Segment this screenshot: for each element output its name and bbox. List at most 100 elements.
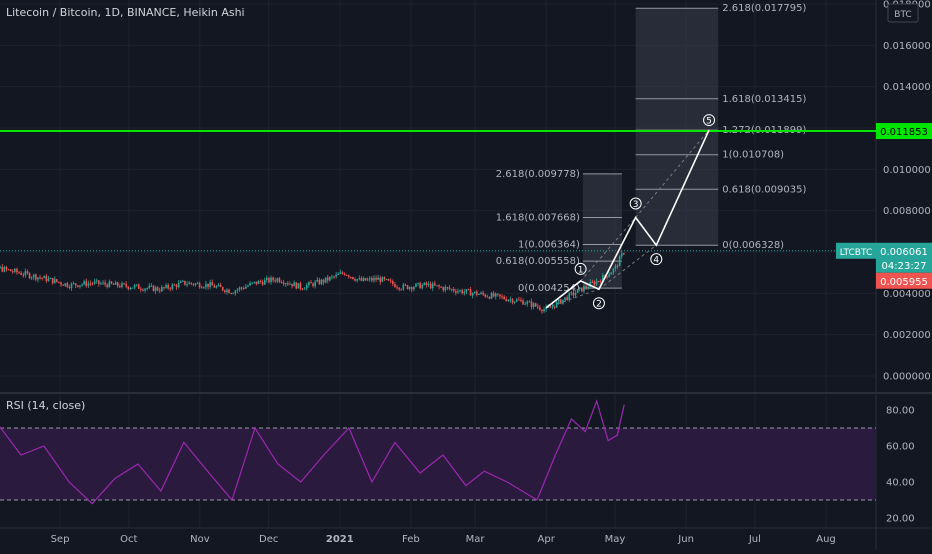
candle-body-77 [133, 285, 136, 288]
currency-badge: BTC [894, 10, 911, 20]
candle-body-47 [70, 283, 73, 289]
wave-marker-circle-2 [592, 297, 605, 310]
candle-body-209 [410, 287, 413, 290]
candle-body-279 [557, 299, 560, 302]
candle-body-213 [419, 282, 421, 289]
candle-body-81 [142, 289, 144, 291]
candle-body-171 [331, 276, 333, 278]
candle-body-126 [236, 289, 239, 291]
rsi-tick-label-2: 40.00 [886, 478, 915, 489]
candle-body-102 [186, 284, 188, 286]
candle-body-110 [203, 287, 205, 289]
candle-body-44 [64, 283, 67, 286]
rsi-title: RSI (14, close) [6, 399, 86, 412]
candle-body-153 [293, 282, 295, 287]
candle-body-187 [364, 278, 367, 281]
candle-body-107 [196, 283, 199, 285]
rsi-tick-label-0: 80.00 [886, 406, 915, 417]
x-tick-label-5: Feb [402, 534, 420, 545]
candle-body-269 [536, 306, 539, 308]
candle-body-20 [14, 268, 16, 272]
candle-body-188 [366, 279, 369, 281]
candle-body-168 [324, 277, 327, 283]
candle-body-248 [492, 293, 495, 297]
candle-body-194 [379, 277, 382, 282]
candle-body-182 [354, 279, 356, 281]
candle-body-104 [190, 282, 193, 284]
currency-badge-box [887, 3, 919, 23]
candle-body-238 [471, 293, 474, 296]
candle-body-57 [91, 283, 94, 285]
fib-right-label-3: 1(0.010708) [722, 150, 784, 161]
candle-body-190 [371, 278, 373, 281]
candle-body-212 [417, 282, 419, 284]
candle-body-41 [58, 281, 60, 283]
x-tick-label-6: Mar [466, 534, 486, 545]
candle-body-202 [396, 287, 398, 289]
candle-body-262 [522, 300, 524, 305]
candle-body-229 [452, 289, 455, 292]
y-tick-label-2: 0.014000 [883, 82, 931, 93]
candle-body-280 [560, 299, 562, 304]
fib-right-label-0: 2.618(0.017795) [722, 3, 806, 14]
candle-body-232 [459, 290, 461, 292]
candle-body-59 [95, 280, 98, 282]
candle-body-94 [169, 288, 172, 290]
y-tick-label-5: 0.008000 [883, 206, 931, 217]
candle-body-173 [335, 274, 337, 277]
wave-helper-1 [580, 217, 637, 282]
candle-body-31 [37, 277, 39, 280]
candle-body-60 [98, 280, 100, 284]
candle-body-145 [276, 278, 279, 282]
candle-body-272 [543, 309, 545, 312]
candle-body-170 [329, 276, 331, 281]
candle-body-278 [555, 301, 558, 308]
candle-body-36 [47, 278, 50, 282]
candle-body-38 [51, 277, 54, 284]
candle-body-178 [345, 274, 348, 276]
candle-body-172 [333, 276, 335, 278]
x-tick-label-11: Aug [816, 534, 836, 545]
candle-body-161 [310, 282, 312, 284]
candle-body-52 [81, 284, 83, 286]
candle-body-42 [60, 282, 62, 285]
fib-left-label-2: 1(0.006364) [518, 239, 580, 250]
candle-body-245 [486, 296, 489, 298]
candle-body-37 [49, 277, 52, 279]
candle-body-220 [434, 283, 436, 286]
candle-body-304 [610, 272, 613, 275]
candle-body-283 [566, 297, 568, 301]
x-tick-label-9: Jun [677, 534, 694, 545]
x-tick-label-3: Dec [259, 534, 278, 545]
candle-body-62 [102, 282, 104, 284]
candle-body-282 [564, 297, 566, 300]
candle-body-307 [616, 265, 619, 267]
candle-body-271 [541, 309, 543, 312]
candle-body-214 [421, 284, 424, 289]
candle-body-130 [245, 286, 247, 289]
countdown-badge: 04:23:27 [882, 261, 927, 272]
candle-body-246 [488, 296, 491, 299]
candle-body-18 [9, 269, 12, 272]
candle-body-217 [427, 283, 430, 286]
candle-body-184 [358, 278, 361, 280]
candle-body-158 [303, 288, 306, 290]
candle-body-83 [146, 288, 148, 290]
candle-body-40 [56, 279, 58, 282]
candle-body-253 [503, 296, 505, 300]
candle-body-218 [429, 283, 432, 289]
x-tick-label-0: Sep [51, 534, 70, 545]
candle-body-156 [299, 283, 302, 289]
candle-body-275 [549, 306, 552, 308]
candle-body-92 [165, 284, 167, 288]
candle-body-268 [534, 303, 537, 307]
candle-body-45 [66, 283, 69, 287]
candle-body-164 [316, 279, 319, 282]
candle-body-206 [404, 284, 407, 286]
candle-body-91 [163, 287, 165, 289]
resistance-badge: 0.011853 [880, 127, 928, 138]
candle-body-179 [347, 275, 350, 277]
candle-body-109 [200, 287, 203, 289]
